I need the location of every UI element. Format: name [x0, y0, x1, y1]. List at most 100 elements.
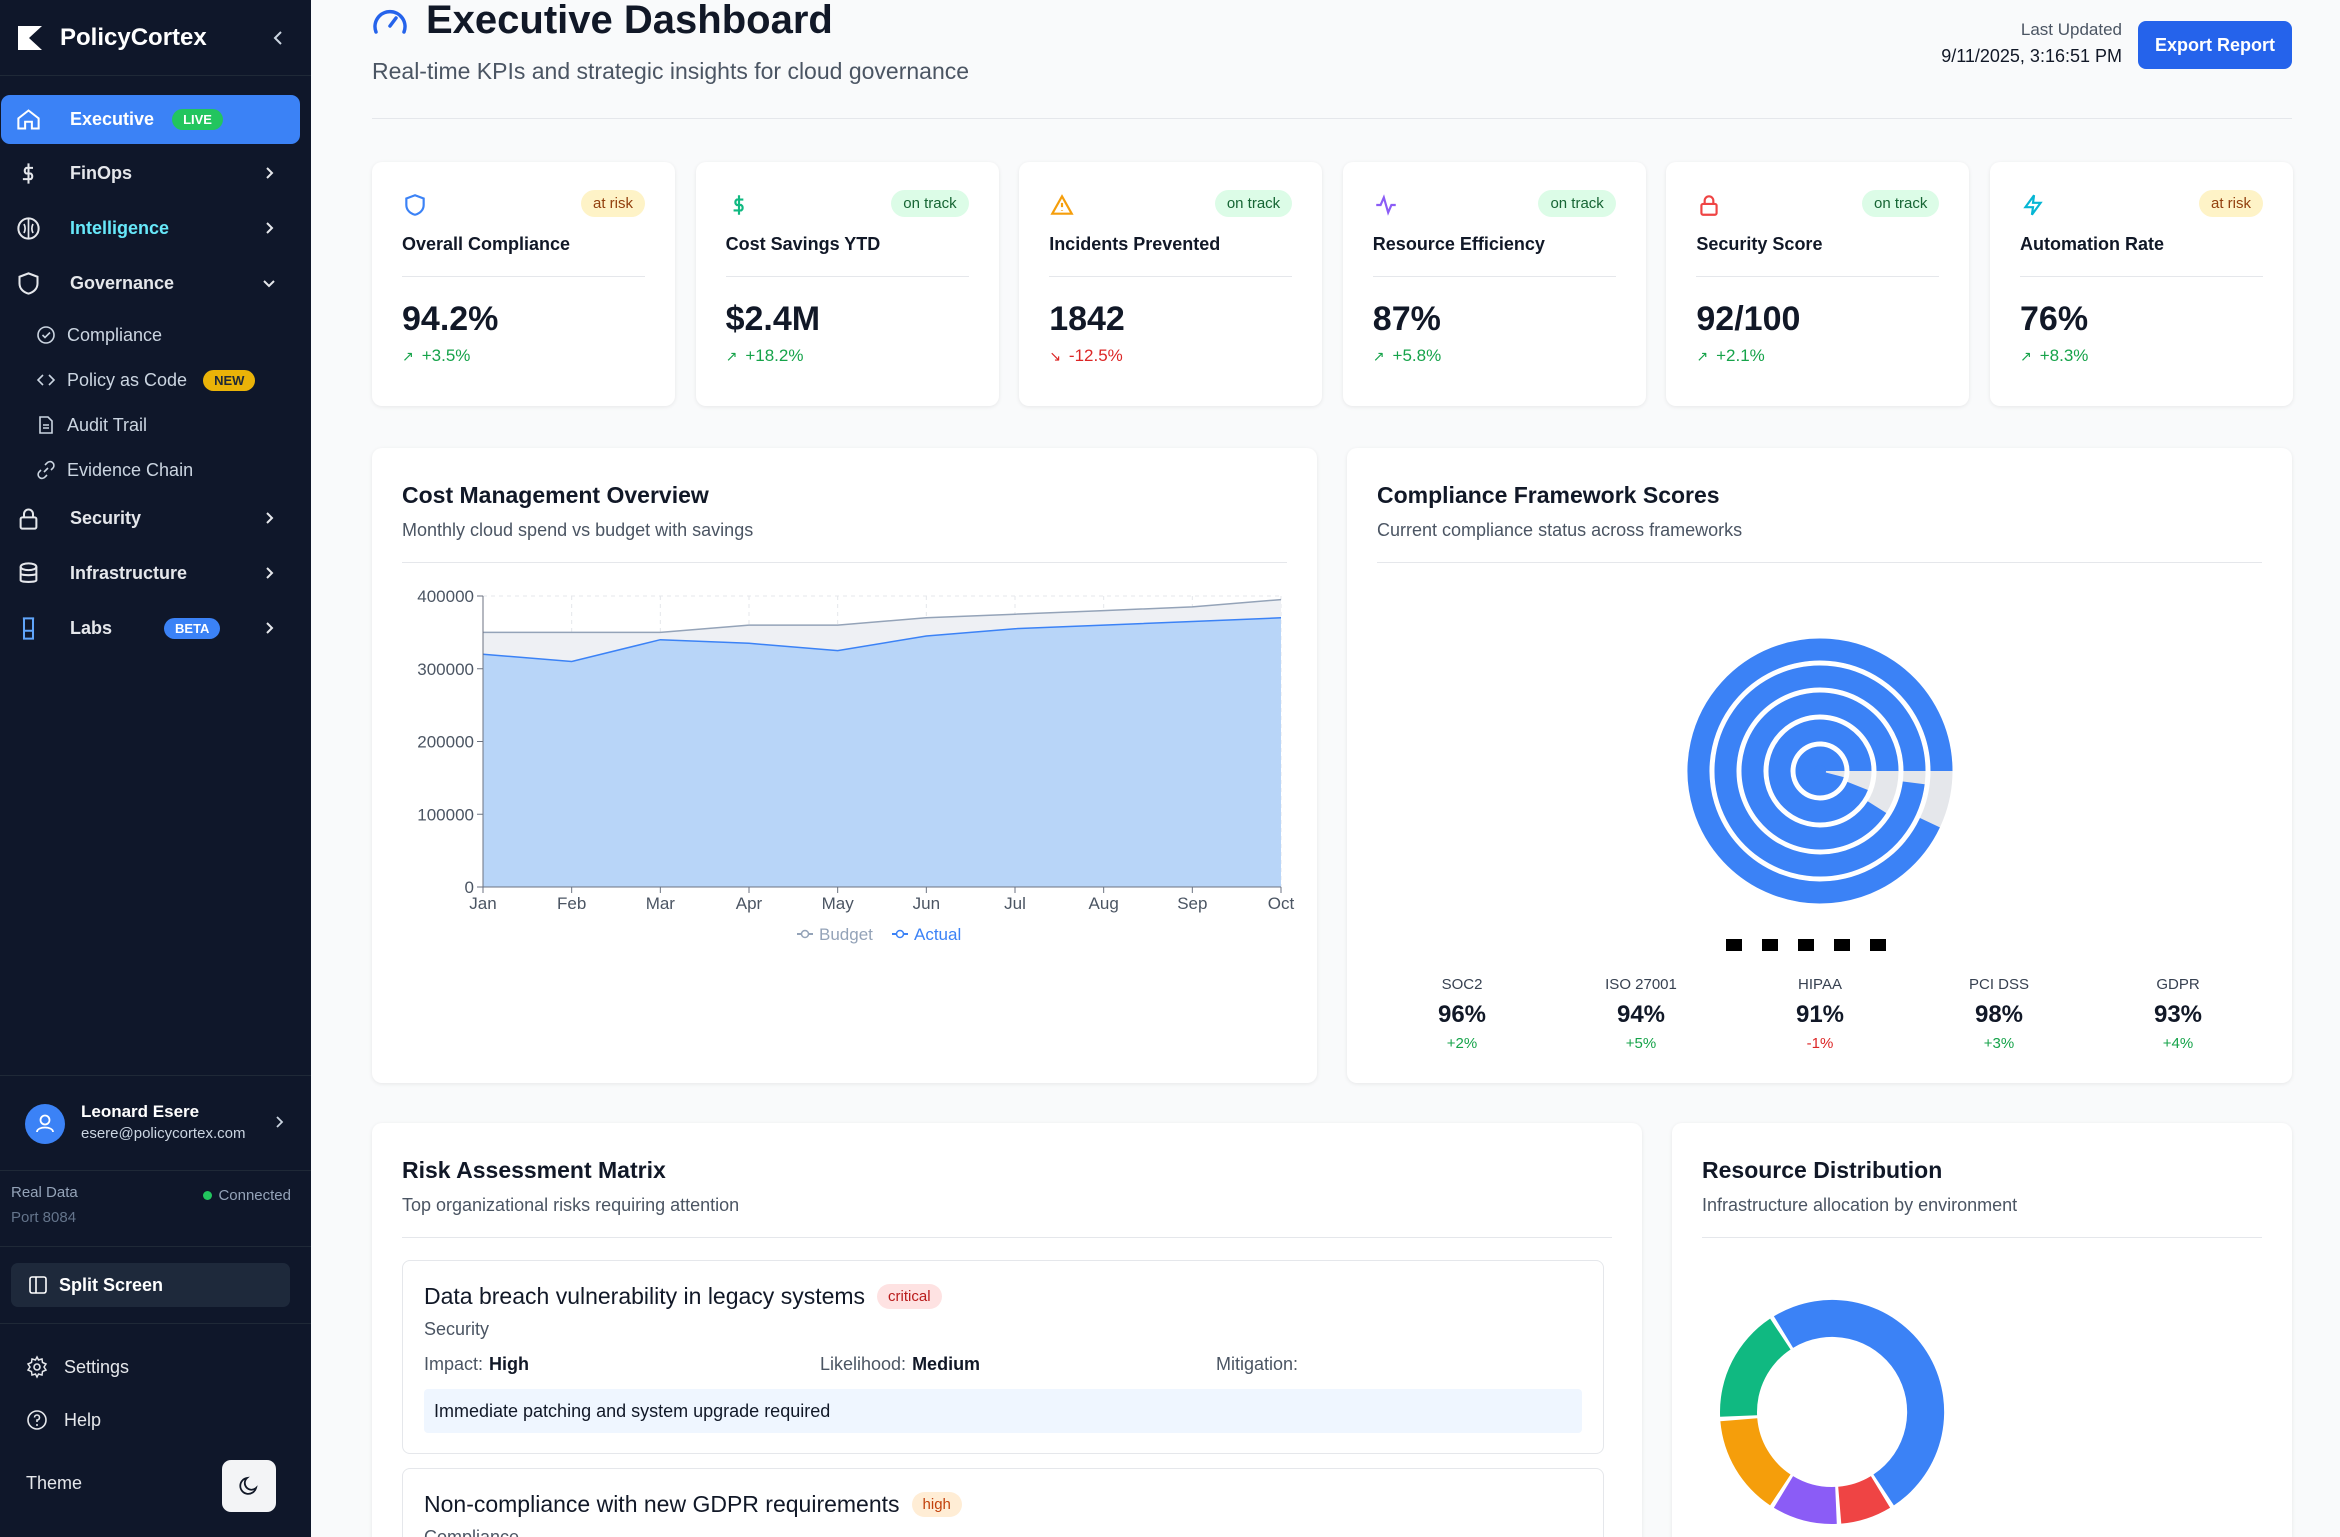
radial-bar-gdpr[interactable] — [1687, 638, 1953, 904]
kpi-change: ↗ +18.2% — [726, 346, 804, 366]
sidebar-subitem-policy-as-code[interactable]: Policy as Code NEW — [35, 363, 256, 397]
last-updated-value: 9/11/2025, 3:16:51 PM — [1941, 46, 2122, 66]
framework-name: SOC2 — [1441, 976, 1483, 993]
sidebar-item-finops[interactable]: FinOps — [1, 149, 300, 198]
kpi-card-resource-efficiency[interactable]: on track Resource Efficiency 87% ↗ +5.8% — [1342, 162, 1646, 406]
help-label: Help — [64, 1409, 102, 1430]
donut-slice-5[interactable] — [1719, 1318, 1791, 1417]
donut-slice-1[interactable] — [1773, 1299, 1945, 1506]
legend-label: Budget — [819, 925, 873, 944]
user-profile[interactable]: Leonard Esere esere@policycortex.com — [25, 1096, 287, 1152]
sidebar-subitem-compliance[interactable]: Compliance — [35, 318, 162, 352]
kpi-label: Cost Savings YTD — [725, 234, 881, 254]
split-screen-button[interactable]: Split Screen — [11, 1263, 290, 1307]
x-tick-label: Apr — [736, 894, 763, 913]
document-icon — [39, 416, 53, 434]
donut-slice-3[interactable] — [1773, 1476, 1837, 1525]
sidebar-item-label: Intelligence — [70, 218, 170, 238]
chevron-left-icon[interactable] — [266, 26, 290, 50]
columns-icon — [29, 1276, 47, 1294]
card-title: Resource Distribution — [1702, 1157, 1943, 1183]
framework-change: -1% — [1806, 1035, 1834, 1052]
card-title: Compliance Framework Scores — [1377, 482, 1720, 508]
legend-label: Actual — [914, 925, 961, 944]
kpi-value: 94.2% — [402, 300, 499, 338]
y-tick-label: 200000 — [417, 733, 474, 752]
trend-up-icon: ↗ — [725, 347, 738, 364]
policycortex-logo-icon — [18, 26, 42, 50]
donut-slice-4[interactable] — [1720, 1418, 1791, 1506]
likelihood-label: Likelihood: — [820, 1354, 907, 1374]
kpi-change-value: +2.1% — [1716, 346, 1765, 365]
page-subtitle: Real-time KPIs and strategic insights fo… — [372, 58, 970, 84]
sidebar-subitem-evidence-chain[interactable]: Evidence Chain — [35, 453, 193, 487]
risk-title-text: Data breach vulnerability in legacy syst… — [424, 1283, 866, 1309]
legend-item-budget[interactable]: Budget — [797, 925, 873, 944]
kpi-card-cost-savings-ytd[interactable]: on track Cost Savings YTD $2.4M ↗ +18.2% — [695, 162, 999, 406]
series-area-actual — [483, 617, 1281, 887]
dollar-icon — [22, 163, 34, 184]
moon-icon — [239, 1476, 258, 1495]
risk-item[interactable]: Data breach vulnerability in legacy syst… — [402, 1260, 1604, 1454]
x-tick-label: Aug — [1089, 894, 1119, 913]
export-report-button[interactable]: Export Report — [2138, 21, 2292, 69]
brand-name: PolicyCortex — [60, 24, 207, 51]
kpi-label: Overall Compliance — [402, 234, 571, 254]
risk-likelihood: Likelihood: Medium — [820, 1354, 980, 1375]
brand[interactable]: PolicyCortex — [15, 18, 290, 58]
connection-label: Connected — [218, 1187, 291, 1204]
kpi-change-value: +3.5% — [421, 346, 471, 365]
framework-change: +2% — [1446, 1035, 1478, 1052]
sidebar-item-executive[interactable]: Executive LIVE — [1, 95, 300, 144]
kpi-card-automation-rate[interactable]: at risk Automation Rate 76% ↗ +8.3% — [1990, 162, 2293, 406]
activity-icon — [1376, 194, 1396, 216]
radial-bar-iso-27001[interactable] — [1768, 719, 1872, 823]
sidebar-item-label: Security — [70, 508, 142, 528]
legend-item-actual[interactable]: Actual — [892, 925, 961, 944]
theme-toggle-button[interactable] — [222, 1460, 276, 1512]
sidebar-subitem-audit-trail[interactable]: Audit Trail — [35, 408, 147, 442]
severity-badge: high — [911, 1492, 962, 1517]
code-icon — [36, 374, 56, 386]
sidebar-item-infrastructure[interactable]: Infrastructure — [1, 549, 300, 598]
split-screen-label: Split Screen — [59, 1274, 164, 1295]
trend-up-icon: ↗ — [402, 347, 414, 364]
compliance-radial-chart — [1687, 638, 1953, 951]
settings-button[interactable]: Settings — [25, 1349, 129, 1385]
sidebar-item-governance[interactable]: Governance — [1, 259, 300, 308]
sidebar-item-intelligence[interactable]: Intelligence — [1, 204, 300, 253]
radial-bar-pci-dss[interactable] — [1714, 665, 1926, 877]
radial-bar-hipaa[interactable] — [1741, 692, 1899, 850]
header-divider — [372, 118, 2292, 119]
kpi-card-security-score[interactable]: on track Security Score 92/100 ↗ +2.1% — [1666, 162, 1970, 406]
framework-value: 93% — [2153, 1001, 2203, 1028]
kpi-change-value: -12.5% — [1068, 346, 1123, 365]
radial-bar-soc2[interactable] — [1795, 746, 1845, 796]
user-email: esere@policycortex.com — [81, 1125, 246, 1142]
lock-icon — [1700, 195, 1719, 216]
kpi-divider — [1372, 276, 1616, 277]
gear-icon — [26, 1355, 48, 1379]
risk-item[interactable]: Non-compliance with new GDPR requirement… — [402, 1468, 1604, 1537]
framework-value: 98% — [1974, 1001, 2024, 1028]
chevron-right-icon — [266, 622, 274, 634]
framework-value: 91% — [1795, 1001, 1845, 1028]
radial-legend-marker — [1762, 939, 1778, 951]
kpi-label: Incidents Prevented — [1049, 234, 1221, 254]
data-mode: Real Data — [11, 1184, 78, 1201]
card-divider — [1377, 562, 2262, 563]
donut-slice-2[interactable] — [1838, 1476, 1891, 1524]
framework-value: 96% — [1437, 1001, 1487, 1028]
radial-center — [1814, 765, 1826, 777]
sidebar-subitem-label: Audit Trail — [67, 414, 148, 435]
chevron-right-icon — [266, 222, 274, 234]
sidebar-item-security[interactable]: Security — [1, 494, 300, 543]
x-tick-label: Jul — [1004, 894, 1026, 913]
severity-badge: critical — [877, 1284, 942, 1309]
port-label: Port 8084 — [11, 1209, 77, 1226]
kpi-change: ↗ +2.1% — [1696, 346, 1764, 366]
sidebar-item-labs[interactable]: Labs BETA — [1, 604, 300, 653]
help-button[interactable]: Help — [25, 1402, 101, 1438]
kpi-card-overall-compliance[interactable]: at risk Overall Compliance 94.2% ↗ +3.5% — [372, 162, 675, 406]
kpi-card-incidents-prevented[interactable]: on track Incidents Prevented 1842 ↘ -12.5… — [1019, 162, 1323, 406]
